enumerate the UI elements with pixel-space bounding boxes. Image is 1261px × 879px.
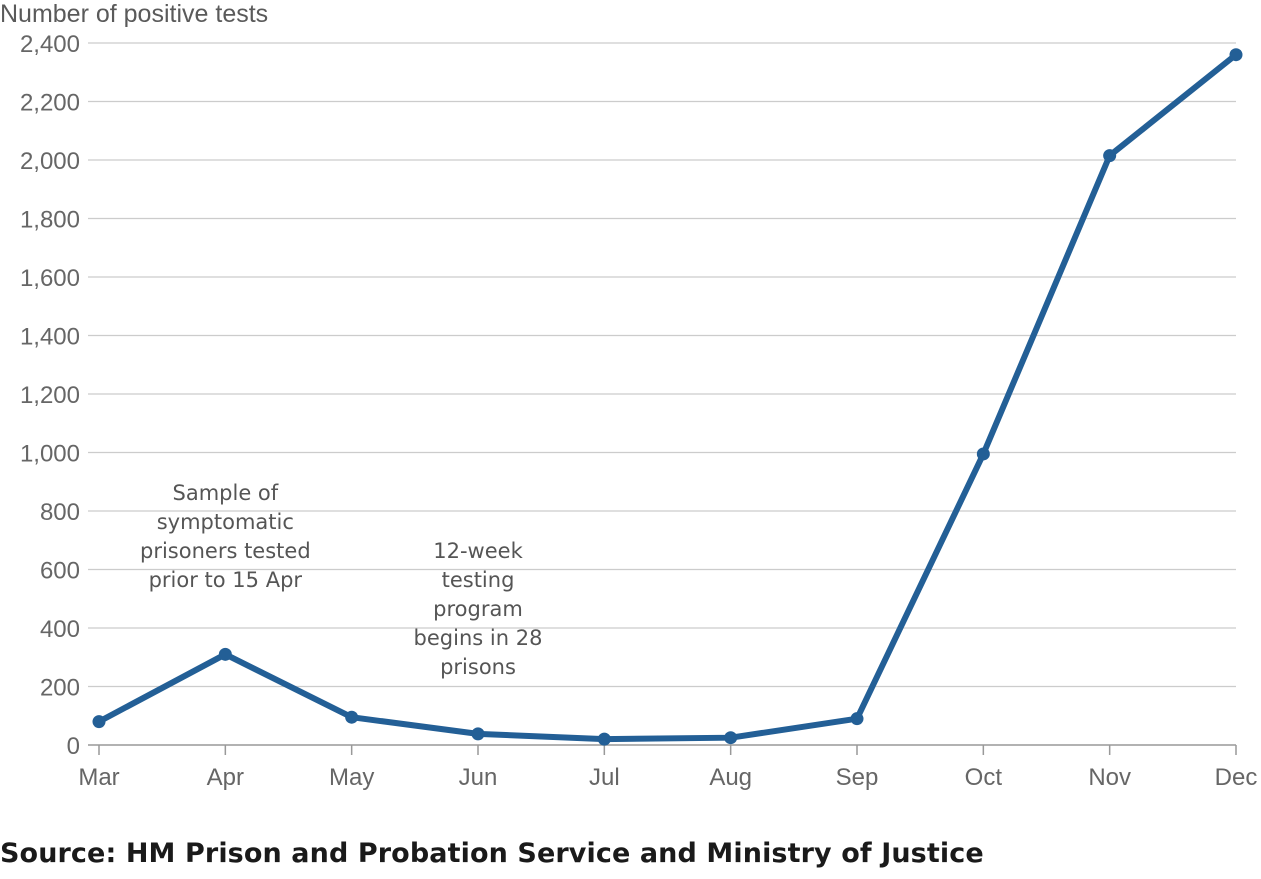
y-tick-label: 2,200 [20,90,80,117]
y-tick-label: 1,600 [20,265,80,292]
annotation-line: prior to 15 Apr [149,568,303,592]
data-point [345,710,359,724]
x-axis-tick-labels: Mar Apr May Jun Jul Aug Sep Oct Nov Dec [78,764,1257,791]
annotation-line: symptomatic [157,510,294,534]
y-tick-label: 200 [40,675,80,702]
annotation-line: testing [442,568,515,592]
x-tick-label: May [329,764,374,791]
x-tick-label: Dec [1215,764,1258,791]
y-tick-label: 800 [40,499,80,526]
series [92,48,1243,746]
data-point [92,715,106,729]
y-tick-label: 400 [40,616,80,643]
y-tick-label: 1,400 [20,324,80,351]
annotation-line: begins in 28 [414,626,543,650]
y-tick-label: 1,000 [20,441,80,468]
data-point [218,647,232,661]
annotation: 12-week testing program begins in 28 prisons [414,539,543,679]
series-line [96,51,1239,743]
y-tick-label: 1,800 [20,207,80,234]
source-note: Source: HM Prison and Probation Service … [0,838,984,869]
data-point [471,727,485,741]
y-axis-tick-labels: 0 200 400 600 800 1,000 1,200 1,400 1,600 1,800 2,… [20,31,80,760]
annotation: Sample of symptomatic prisoners tested prio… [140,481,311,592]
annotation-line: prisoners tested [140,539,311,563]
x-tick-label: Mar [78,764,119,791]
annotation-line: 12-week [433,539,523,563]
y-tick-label: 1,200 [20,382,80,409]
y-tick-label: 600 [40,558,80,585]
annotations: Sample of symptomatic prisoners tested prio… [140,481,542,679]
y-tick-label: 0 [67,733,80,760]
x-tick-label: Oct [965,764,1003,791]
data-point [850,712,864,726]
x-tick-label: Jul [589,764,620,791]
annotation-line: prisons [440,655,516,679]
gridlines [88,42,1236,688]
data-point [976,447,990,461]
x-tick-label: Nov [1088,764,1131,791]
data-point [1229,48,1243,62]
x-tick-label: Aug [709,764,752,791]
y-tick-label: 2,000 [20,148,80,175]
y-tick-label: 2,400 [20,31,80,58]
x-tick-label: Jun [459,764,498,791]
x-axis [88,744,1237,755]
annotation-line: Sample of [173,481,279,505]
line-chart: 0 200 400 600 800 1,000 1,200 1,400 1,600 1,800 2,… [0,0,1257,791]
y-axis-title: Number of positive tests [0,0,268,28]
annotation-line: program [433,597,523,621]
x-tick-label: Sep [836,764,879,791]
data-point [597,732,611,746]
data-point [724,731,738,745]
x-tick-label: Apr [207,764,244,791]
data-point [1103,149,1117,163]
